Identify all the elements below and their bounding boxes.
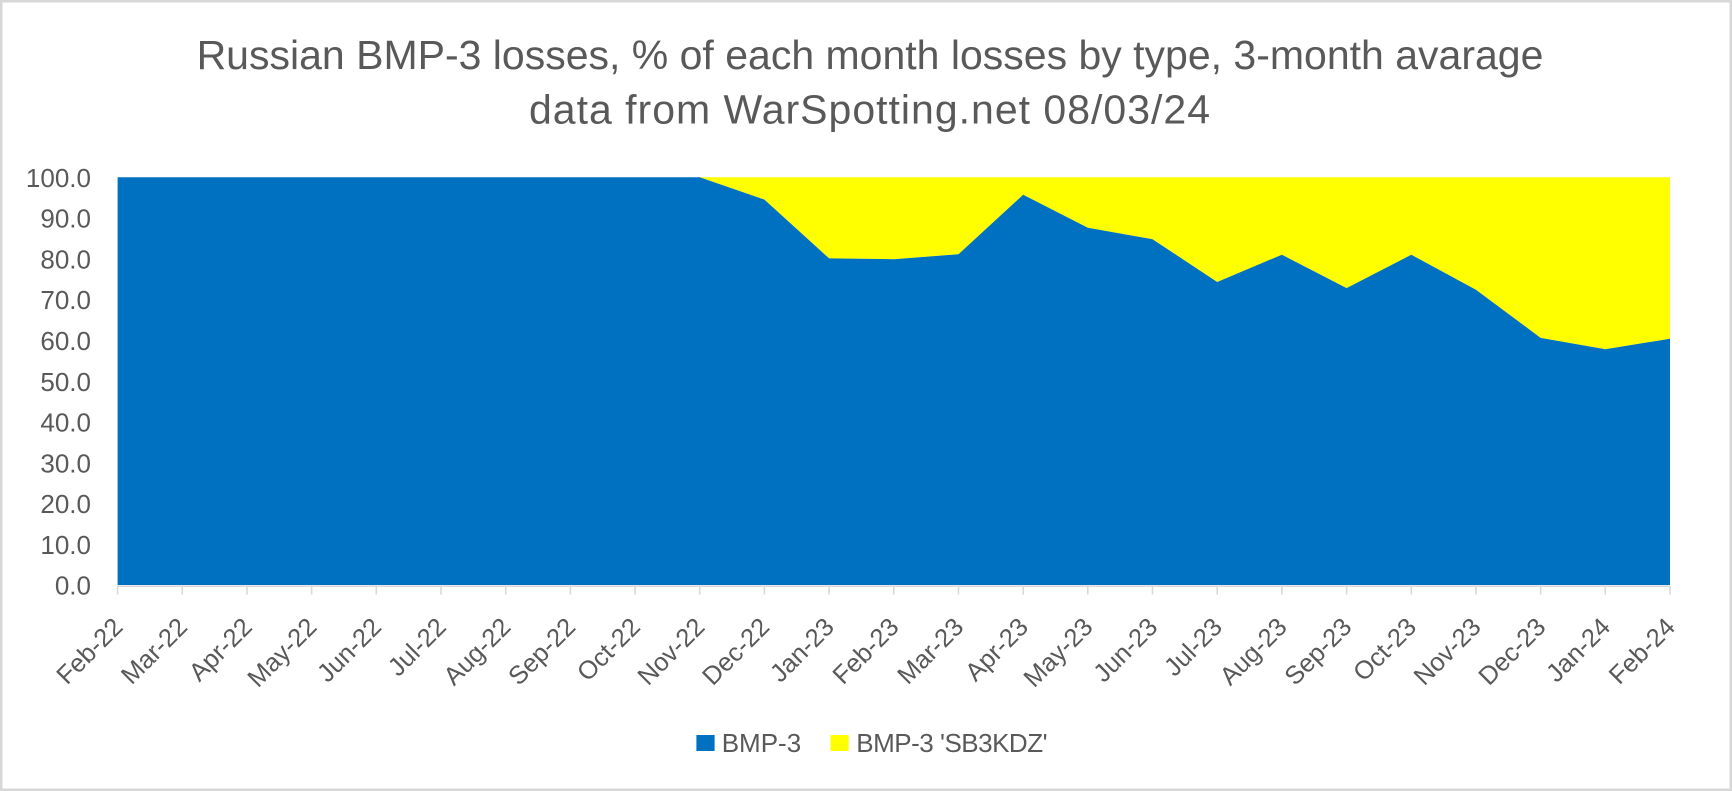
svg-text:BMP-3: BMP-3 bbox=[722, 728, 801, 758]
svg-text:80.0: 80.0 bbox=[40, 245, 91, 275]
svg-text:Russian BMP-3 losses, % of eac: Russian BMP-3 losses, % of each month lo… bbox=[197, 32, 1544, 78]
svg-text:90.0: 90.0 bbox=[40, 204, 91, 234]
svg-text:data from WarSpotting.net 08/0: data from WarSpotting.net 08/03/24 bbox=[529, 87, 1211, 133]
svg-text:0.0: 0.0 bbox=[55, 571, 91, 601]
svg-text:40.0: 40.0 bbox=[40, 408, 91, 438]
svg-text:50.0: 50.0 bbox=[40, 367, 91, 397]
svg-text:10.0: 10.0 bbox=[40, 530, 91, 560]
svg-text:BMP-3 'SB3KDZ': BMP-3 'SB3KDZ' bbox=[856, 728, 1047, 758]
svg-text:30.0: 30.0 bbox=[40, 448, 91, 478]
svg-text:60.0: 60.0 bbox=[40, 326, 91, 356]
svg-text:20.0: 20.0 bbox=[40, 489, 91, 519]
svg-text:100.0: 100.0 bbox=[26, 163, 91, 193]
svg-text:70.0: 70.0 bbox=[40, 285, 91, 315]
